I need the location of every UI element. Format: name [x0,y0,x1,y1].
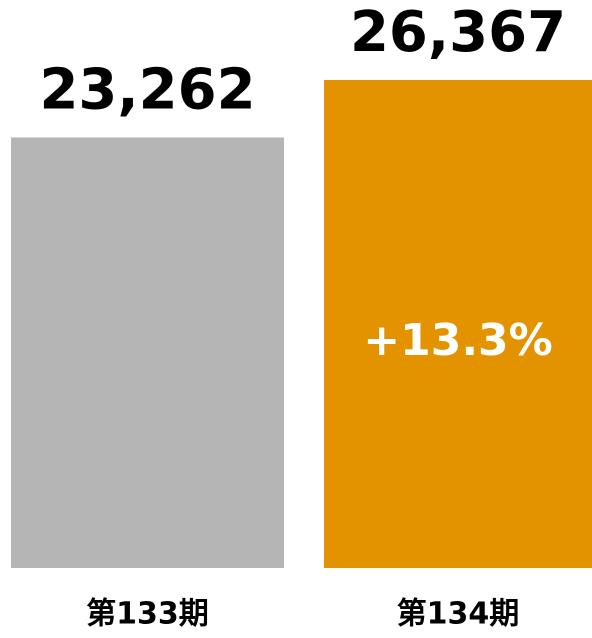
bar [324,80,592,568]
annotation: +13.3% [363,315,553,366]
value-label: 23,262 [39,58,255,123]
category-label: 第134期 [397,597,520,632]
value-label: 26,367 [350,0,566,65]
bar [11,137,284,568]
category-label: 第133期 [86,597,209,632]
